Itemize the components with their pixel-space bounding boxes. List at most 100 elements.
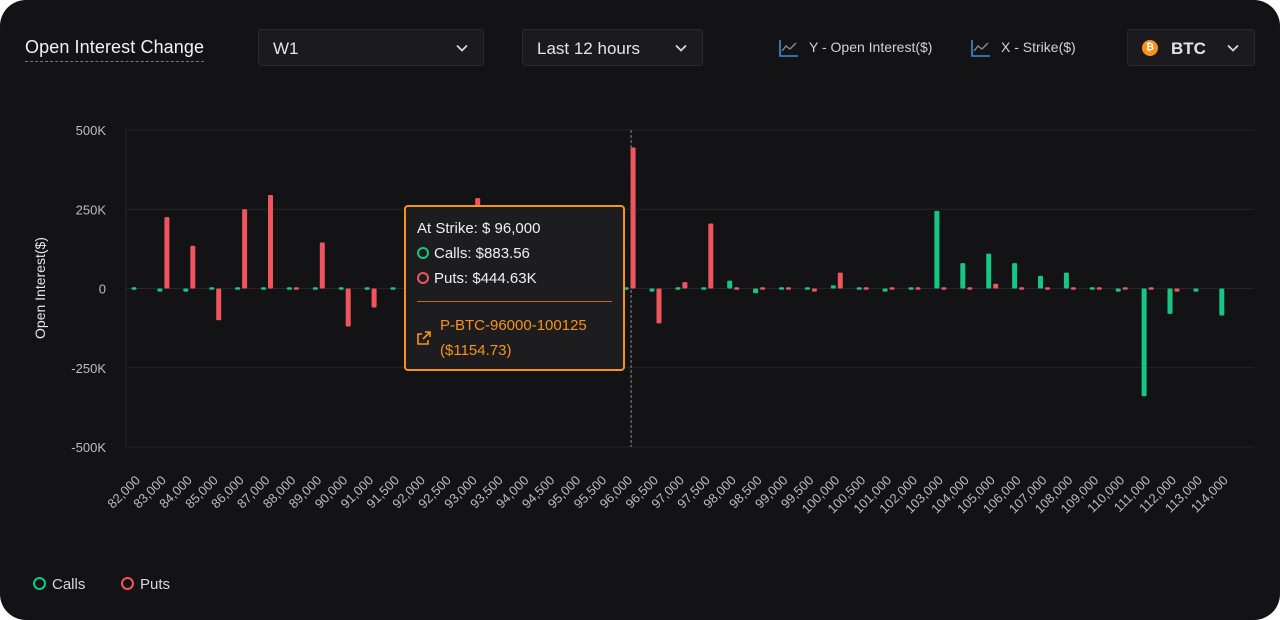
puts-bar[interactable] <box>708 223 714 289</box>
puts-marker-icon <box>417 272 429 284</box>
puts-bar[interactable] <box>345 288 351 327</box>
puts-bar[interactable] <box>967 287 973 290</box>
y-axis-scale-toggle[interactable]: Y - Open Interest($) <box>779 39 959 59</box>
puts-bar[interactable] <box>319 242 325 289</box>
tooltip-instrument-price[interactable]: ($1154.73) <box>440 342 512 359</box>
puts-bar[interactable] <box>164 217 170 289</box>
puts-bar[interactable] <box>837 272 843 289</box>
puts-bar[interactable] <box>863 287 869 290</box>
tooltip-calls: Calls: $883.56 <box>434 245 530 262</box>
y-axis-toggle-label: Y - Open Interest($) <box>809 39 933 55</box>
page-title[interactable]: Open Interest Change <box>25 37 205 62</box>
legend-label-puts: Puts <box>140 576 171 593</box>
puts-bar[interactable] <box>1019 287 1025 290</box>
calls-bar[interactable] <box>649 288 655 292</box>
puts-bar[interactable] <box>190 245 196 289</box>
bars <box>131 147 1225 397</box>
external-link-icon[interactable] <box>417 331 431 345</box>
calls-bar[interactable] <box>364 287 370 290</box>
puts-bar[interactable] <box>734 287 740 290</box>
y-axis-label: Open Interest($) <box>32 237 48 339</box>
calls-bar[interactable] <box>390 287 396 290</box>
asset-select[interactable]: ₿ BTC <box>1127 29 1255 66</box>
legend-item-puts[interactable]: Puts <box>121 576 191 596</box>
calls-bar[interactable] <box>1193 288 1199 292</box>
puts-bar[interactable] <box>630 147 636 289</box>
calls-bar[interactable] <box>908 287 914 290</box>
y-tick-label: 500K <box>76 123 107 138</box>
chevron-down-icon <box>675 44 687 52</box>
puts-bar[interactable] <box>268 194 273 289</box>
line-chart-icon <box>971 40 990 57</box>
y-tick-label: -250K <box>71 361 106 376</box>
calls-bar[interactable] <box>209 287 215 290</box>
puts-bar[interactable] <box>682 282 688 289</box>
puts-bar[interactable] <box>216 288 222 321</box>
puts-bar[interactable] <box>786 287 791 290</box>
calls-bar[interactable] <box>753 288 759 294</box>
x-axis-scale-toggle[interactable]: X - Strike($) <box>971 39 1096 59</box>
calls-bar[interactable] <box>934 210 940 289</box>
calls-bar[interactable] <box>1089 287 1095 290</box>
calls-bar[interactable] <box>675 287 681 290</box>
calls-bar[interactable] <box>1038 275 1043 289</box>
puts-bar[interactable] <box>915 287 921 290</box>
calls-bar[interactable] <box>261 287 266 290</box>
calls-bar[interactable] <box>701 287 707 290</box>
puts-bar[interactable] <box>1096 287 1102 290</box>
calls-bar[interactable] <box>312 287 318 290</box>
legend-item-calls[interactable]: Calls <box>33 576 103 596</box>
puts-bar[interactable] <box>941 287 947 290</box>
expiry-select[interactable]: W1 <box>258 29 484 66</box>
calls-bar[interactable] <box>1012 263 1018 289</box>
calls-bar[interactable] <box>1167 288 1173 314</box>
tooltip-instrument-link[interactable]: P-BTC-96000-100125 <box>440 317 587 334</box>
calls-bar[interactable] <box>779 287 784 290</box>
puts-bar[interactable] <box>889 287 895 290</box>
tooltip-puts: Puts: $444.63K <box>434 270 537 287</box>
calls-bar[interactable] <box>235 287 241 290</box>
y-tick-label: 0 <box>99 282 106 297</box>
tooltip-puts-row: Puts: $444.63K <box>417 270 537 287</box>
puts-bar[interactable] <box>656 288 662 324</box>
calls-bar[interactable] <box>1063 272 1069 289</box>
calls-bar[interactable] <box>960 263 966 289</box>
hover-tooltip: At Strike: $ 96,000 Calls: $883.56 Puts:… <box>404 205 625 371</box>
calls-bar[interactable] <box>804 287 810 290</box>
legend-label-calls: Calls <box>52 576 86 593</box>
puts-bar[interactable] <box>1174 288 1180 292</box>
calls-bar[interactable] <box>882 288 888 292</box>
puts-legend-icon <box>121 577 134 590</box>
calls-bar[interactable] <box>131 287 137 290</box>
chevron-down-icon <box>1227 44 1239 52</box>
y-tick-label: 250K <box>76 202 107 217</box>
puts-bar[interactable] <box>1122 287 1128 290</box>
calls-bar[interactable] <box>856 287 862 290</box>
calls-bar[interactable] <box>1141 288 1147 397</box>
calls-bar[interactable] <box>727 280 733 289</box>
puts-bar[interactable] <box>242 209 248 289</box>
calls-bar[interactable] <box>338 287 344 290</box>
puts-bar[interactable] <box>293 287 299 290</box>
tooltip-strike: At Strike: $ 96,000 <box>417 220 541 237</box>
calls-bar[interactable] <box>986 253 992 289</box>
bitcoin-icon: ₿ <box>1142 40 1158 56</box>
calls-bar[interactable] <box>830 285 836 289</box>
puts-bar[interactable] <box>1148 287 1154 290</box>
puts-bar[interactable] <box>993 283 999 289</box>
calls-bar[interactable] <box>1219 288 1225 316</box>
calls-bar[interactable] <box>1115 288 1121 292</box>
calls-bar[interactable] <box>157 288 163 292</box>
line-chart-icon <box>779 40 798 57</box>
puts-bar[interactable] <box>760 287 766 290</box>
calls-bar[interactable] <box>183 288 189 292</box>
calls-bar[interactable] <box>286 287 292 290</box>
puts-bar[interactable] <box>811 288 817 292</box>
puts-bar[interactable] <box>1045 287 1050 290</box>
y-axis-ticks: 500K 250K 0 -250K -500K <box>71 123 106 455</box>
puts-bar[interactable] <box>1070 287 1076 290</box>
asset-select-value: BTC <box>1171 39 1206 58</box>
period-select[interactable]: Last 12 hours <box>522 29 703 66</box>
puts-bar[interactable] <box>371 288 377 308</box>
